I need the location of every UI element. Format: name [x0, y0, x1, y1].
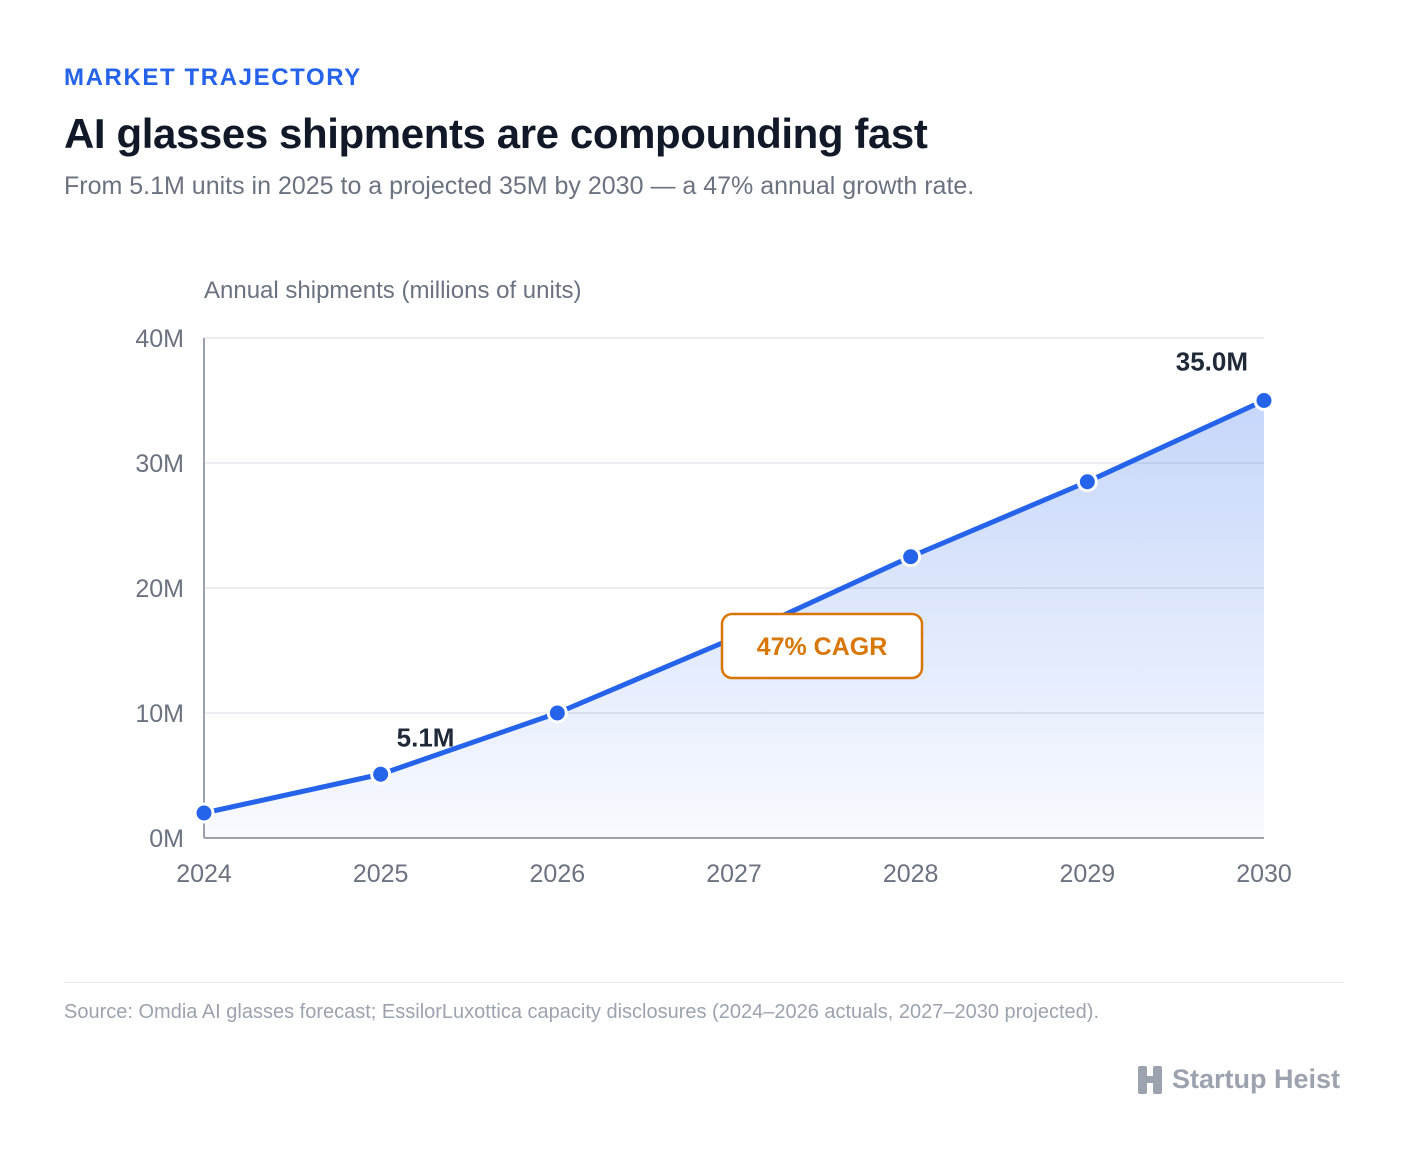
x-tick-label: 2028 — [883, 860, 939, 888]
x-tick-label: 2026 — [530, 860, 586, 888]
chart-subtitle: From 5.1M units in 2025 to a projected 3… — [64, 172, 975, 200]
footer-divider — [64, 982, 1344, 983]
data-point — [1253, 390, 1275, 411]
y-tick-label: 0M — [149, 825, 184, 853]
x-tick-label: 2030 — [1236, 860, 1292, 888]
data-label: 35.0M — [1176, 347, 1248, 377]
data-point — [546, 702, 568, 724]
x-tick-label: 2024 — [176, 860, 232, 888]
cagr-label: 47% CAGR — [757, 633, 888, 661]
cagr-badge — [720, 612, 924, 680]
data-point — [1076, 471, 1098, 493]
data-point — [370, 763, 392, 785]
x-tick-label: 2025 — [353, 860, 409, 888]
series-area — [204, 400, 1264, 838]
y-axis-label: Annual shipments (millions of units) — [204, 277, 582, 304]
building-icon — [1137, 1065, 1162, 1094]
chart-title: AI glasses shipments are compounding fas… — [64, 110, 928, 157]
brand-logo: Startup Heist — [1137, 1064, 1340, 1095]
brand-name: Startup Heist — [1171, 1064, 1340, 1094]
y-tick-label: 10M — [135, 700, 184, 728]
data-point — [193, 802, 215, 824]
x-tick-label: 2029 — [1060, 860, 1116, 888]
y-tick-label: 40M — [135, 325, 184, 353]
data-label: 5.1M — [397, 722, 455, 752]
shipments-chart: Annual shipments (millions of units) 0M 1… — [135, 277, 1292, 888]
chart-kicker: MARKET TRAJECTORY — [64, 64, 362, 91]
x-tick-label: 2027 — [706, 860, 762, 888]
data-point — [900, 546, 922, 568]
source-note: Source: Omdia AI glasses forecast; Essil… — [64, 1001, 1100, 1023]
y-tick-label: 20M — [135, 575, 184, 603]
y-tick-label: 30M — [135, 450, 184, 478]
